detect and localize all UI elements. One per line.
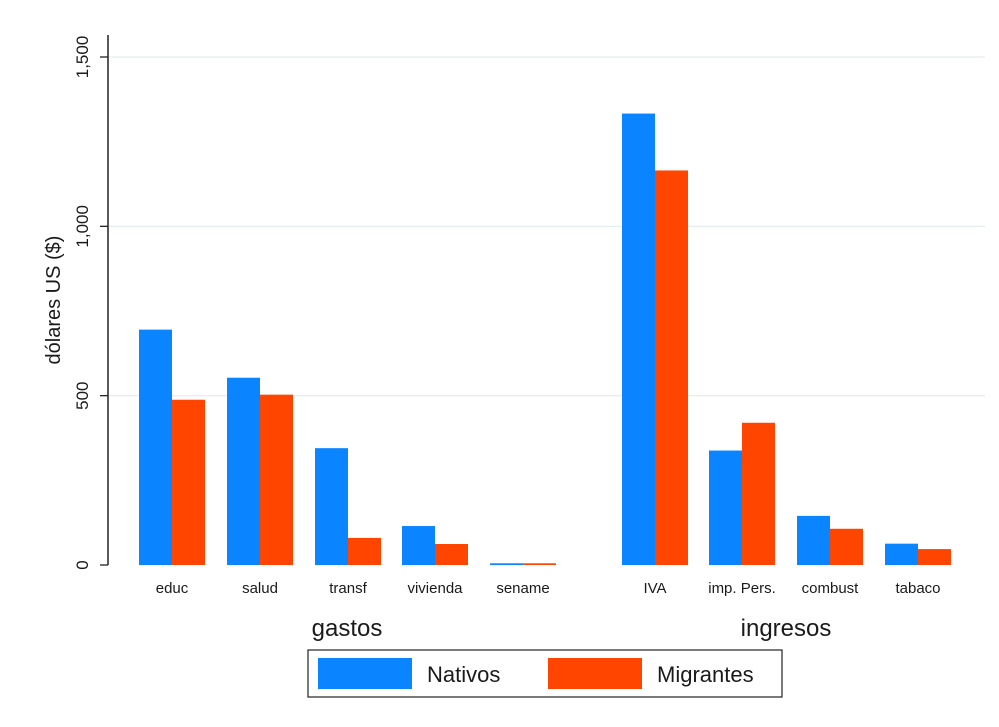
y-tick-label-0: 0 xyxy=(73,560,92,569)
y-axis-title: dólares US ($) xyxy=(43,236,65,365)
x-tick-label-vivienda: vivienda xyxy=(407,580,463,597)
bar-nativos-vivienda xyxy=(402,526,435,565)
x-tick-label-sename: sename xyxy=(496,580,549,597)
bar-nativos-educ xyxy=(139,329,172,565)
legend-swatch-nativos xyxy=(318,658,412,689)
bar-migrantes-educ xyxy=(172,399,205,565)
bar-migrantes-sename xyxy=(523,563,556,565)
bar-migrantes-salud xyxy=(260,394,293,565)
bar-migrantes-vivienda xyxy=(435,544,468,565)
x-tick-label-iva: IVA xyxy=(643,580,666,597)
legend-label-nativos: Nativos xyxy=(427,662,500,687)
bar-nativos-tabaco xyxy=(885,543,918,565)
legend-swatch-migrantes xyxy=(548,658,642,689)
bar-nativos-salud xyxy=(227,377,260,565)
y-ticks: 0 500 1,000 1,500 xyxy=(73,36,108,570)
bar-migrantes-combust xyxy=(830,528,863,565)
y-tick-label-1000: 1,000 xyxy=(73,205,92,248)
x-tick-label-salud: salud xyxy=(242,580,278,597)
legend-label-migrantes: Migrantes xyxy=(657,662,754,687)
x-tick-label-imp-pers: imp. Pers. xyxy=(708,580,776,597)
y-tick-label-500: 500 xyxy=(73,381,92,409)
bar-nativos-imp-pers xyxy=(709,450,742,565)
y-tick-label-1500: 1,500 xyxy=(73,36,92,79)
bar-migrantes-transf xyxy=(348,537,381,565)
x-tick-labels: educ salud transf vivienda sename IVA imp. Per… xyxy=(156,580,941,597)
group-labels: gastos ingresos xyxy=(312,615,832,642)
bar-nativos-iva xyxy=(622,113,655,565)
bar-nativos-combust xyxy=(797,515,830,565)
x-tick-label-transf: transf xyxy=(329,580,367,597)
bars xyxy=(139,113,951,565)
legend: Nativos Migrantes xyxy=(307,649,783,698)
bar-nativos-sename xyxy=(490,563,523,565)
bar-nativos-transf xyxy=(315,448,348,565)
group-label-gastos: gastos xyxy=(312,615,383,642)
x-tick-label-educ: educ xyxy=(156,580,189,597)
bar-migrantes-imp-pers xyxy=(742,422,775,565)
bar-migrantes-iva xyxy=(655,170,688,565)
gridlines xyxy=(108,56,985,397)
bar-migrantes-tabaco xyxy=(918,549,951,565)
group-label-ingresos: ingresos xyxy=(741,615,832,642)
x-tick-label-combust: combust xyxy=(802,580,860,597)
x-tick-label-tabaco: tabaco xyxy=(895,580,940,597)
